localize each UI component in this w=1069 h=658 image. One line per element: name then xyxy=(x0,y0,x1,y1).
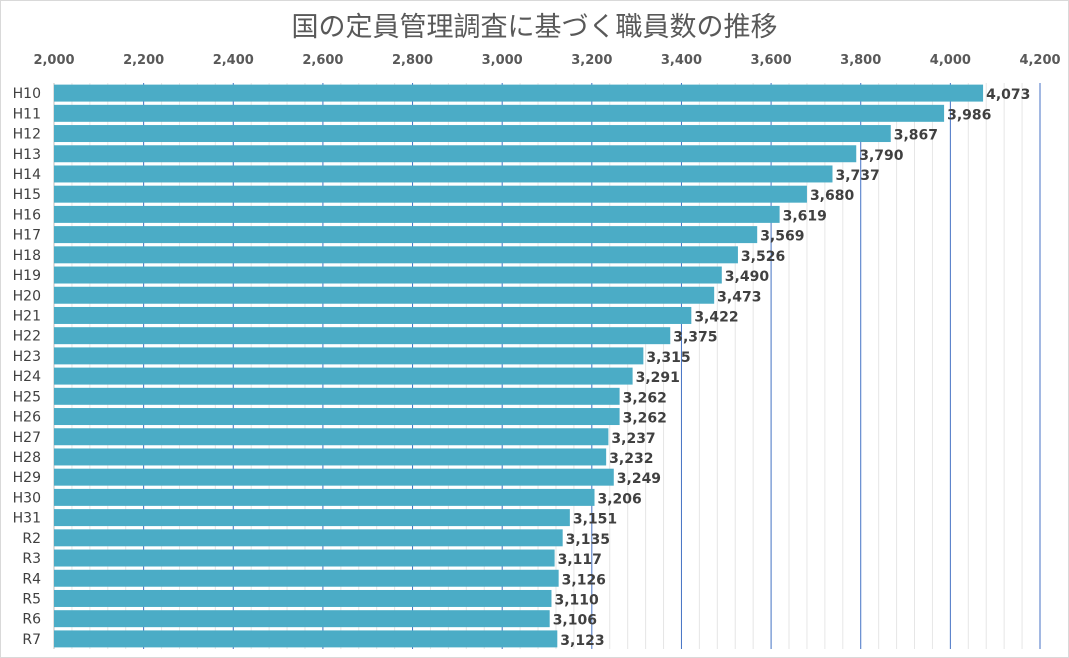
x-tick-label: 3,200 xyxy=(571,53,612,68)
data-label: 3,315 xyxy=(646,350,690,366)
bar-H30 xyxy=(54,488,595,506)
y-category-label: H16 xyxy=(13,207,41,223)
y-category-label: R2 xyxy=(22,531,41,547)
x-tick-label: 2,800 xyxy=(392,53,433,68)
data-label: 3,619 xyxy=(783,208,827,224)
y-category-label: H31 xyxy=(13,511,41,527)
bar-H10 xyxy=(54,84,984,102)
y-category-label: H22 xyxy=(13,329,41,345)
data-label: 3,117 xyxy=(558,552,602,568)
y-category-label: H20 xyxy=(13,288,41,304)
data-label: 3,249 xyxy=(617,471,661,487)
y-category-label: H30 xyxy=(13,490,41,506)
y-category-label: R7 xyxy=(22,632,41,648)
x-tick-label: 2,200 xyxy=(123,53,164,68)
y-category-label: R3 xyxy=(22,551,41,567)
y-category-label: H27 xyxy=(13,430,41,446)
y-category-label: H17 xyxy=(13,228,41,244)
data-label: 4,073 xyxy=(986,87,1030,103)
bar-H22 xyxy=(54,327,671,345)
bar-R2 xyxy=(54,529,563,547)
bar-H11 xyxy=(54,104,945,122)
x-tick-label: 2,400 xyxy=(213,53,254,68)
bar-H19 xyxy=(54,266,722,284)
bar-H28 xyxy=(54,448,607,466)
x-tick-label: 3,000 xyxy=(482,53,523,68)
y-category-label: H15 xyxy=(13,187,41,203)
y-category-label: H10 xyxy=(13,86,41,102)
y-category-label: H19 xyxy=(13,268,41,284)
bar-H23 xyxy=(54,347,644,365)
data-label: 3,680 xyxy=(810,188,855,204)
bar-H26 xyxy=(54,408,620,426)
x-tick-label: 2,000 xyxy=(33,53,74,68)
data-label: 3,375 xyxy=(673,330,717,346)
data-label: 3,135 xyxy=(566,532,610,548)
y-category-label: R4 xyxy=(22,571,41,587)
bar-R4 xyxy=(54,569,559,587)
data-label: 3,106 xyxy=(553,613,597,629)
y-category-label: H14 xyxy=(13,167,41,183)
bar-H20 xyxy=(54,286,715,304)
data-label: 3,569 xyxy=(760,229,804,245)
bar-H24 xyxy=(54,367,633,385)
data-label: 3,867 xyxy=(894,128,938,144)
data-label: 3,110 xyxy=(554,592,599,608)
y-category-label: H12 xyxy=(13,127,41,143)
x-tick-label: 3,400 xyxy=(661,53,702,68)
y-category-label: H26 xyxy=(13,410,41,426)
x-tick-label: 2,600 xyxy=(302,53,343,68)
data-label: 3,473 xyxy=(717,289,761,305)
bar-H17 xyxy=(54,226,758,244)
data-label: 3,262 xyxy=(623,390,667,406)
chart-title: 国の定員管理調査に基づく職員数の推移 xyxy=(291,12,778,43)
y-category-label: H25 xyxy=(13,389,41,405)
bar-H29 xyxy=(54,468,614,486)
data-label: 3,151 xyxy=(573,512,617,528)
data-label: 3,123 xyxy=(560,633,604,649)
bar-R6 xyxy=(54,610,550,628)
data-label: 3,291 xyxy=(636,370,680,386)
data-label: 3,526 xyxy=(741,249,785,265)
x-tick-label: 4,000 xyxy=(930,53,971,68)
y-category-label: H28 xyxy=(13,450,41,466)
bar-H14 xyxy=(54,165,833,183)
y-category-label: H23 xyxy=(13,349,41,365)
y-category-label: H11 xyxy=(13,106,41,122)
y-category-label: H29 xyxy=(13,470,41,486)
data-label: 3,232 xyxy=(609,451,653,467)
y-category-label: R5 xyxy=(22,591,41,607)
bar-H31 xyxy=(54,509,570,527)
y-category-label: H24 xyxy=(13,369,41,385)
bar-H21 xyxy=(54,306,692,324)
data-label: 3,262 xyxy=(623,411,667,427)
data-label: 3,737 xyxy=(835,168,879,184)
y-category-label: R6 xyxy=(22,612,41,628)
data-label: 3,790 xyxy=(859,148,904,164)
x-tick-label: 4,200 xyxy=(1019,53,1060,68)
y-category-label: H13 xyxy=(13,147,41,163)
x-tick-label: 3,600 xyxy=(751,53,792,68)
bar-H15 xyxy=(54,185,807,203)
bar-H18 xyxy=(54,246,738,264)
bar-H12 xyxy=(54,125,891,143)
bar-H16 xyxy=(54,205,780,223)
data-label: 3,490 xyxy=(725,269,770,285)
data-label: 3,422 xyxy=(694,309,738,325)
bar-H25 xyxy=(54,387,620,405)
data-label: 3,126 xyxy=(562,572,606,588)
data-label: 3,206 xyxy=(598,491,642,507)
bar-R7 xyxy=(54,630,558,648)
bar-R5 xyxy=(54,589,552,607)
bar-R3 xyxy=(54,549,555,567)
bar-H13 xyxy=(54,145,857,163)
data-label: 3,237 xyxy=(611,431,655,447)
x-tick-label: 3,800 xyxy=(840,53,881,68)
y-category-label: H18 xyxy=(13,248,41,264)
bar-H27 xyxy=(54,428,609,446)
data-label: 3,986 xyxy=(947,107,991,123)
y-category-label: H21 xyxy=(13,308,41,324)
